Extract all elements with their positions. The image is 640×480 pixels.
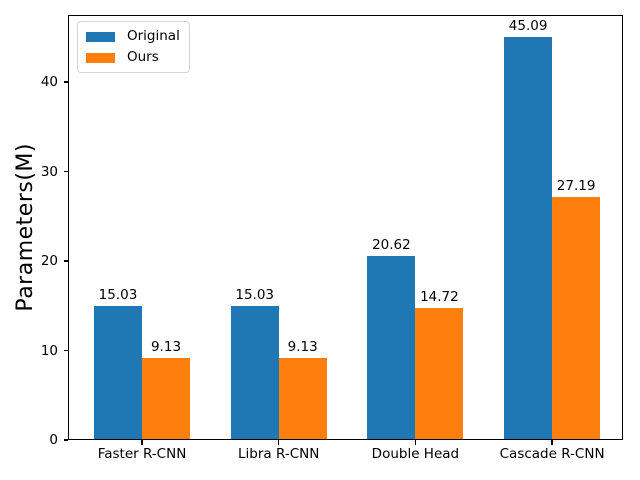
bar-value-label: 15.03 bbox=[98, 286, 138, 303]
bar-ours-libra-r-cnn bbox=[278, 358, 327, 440]
legend-swatch-ours bbox=[86, 52, 115, 63]
bar-original-libra-r-cnn bbox=[230, 305, 279, 440]
y-tick-label: 0 bbox=[49, 432, 58, 448]
legend-item-original: Original bbox=[86, 27, 180, 46]
y-tick-mark bbox=[63, 81, 68, 83]
x-tick-mark bbox=[414, 440, 417, 445]
bar-value-label: 9.13 bbox=[287, 339, 318, 356]
x-tick-label-libra-r-cnn: Libra R-CNN bbox=[238, 446, 320, 462]
y-tick-mark bbox=[63, 170, 68, 173]
bar-original-double-head bbox=[367, 255, 416, 440]
bar-original-faster-r-cnn bbox=[94, 305, 142, 440]
x-tick-mark bbox=[551, 440, 553, 445]
bar-value-label: 14.72 bbox=[420, 289, 459, 306]
y-tick-mark bbox=[63, 349, 68, 352]
bar-ours-double-head bbox=[415, 308, 464, 440]
bar-value-label: 9.13 bbox=[150, 339, 182, 356]
y-tick-mark bbox=[63, 439, 68, 441]
legend: Original Ours bbox=[77, 21, 190, 73]
x-tick-label-double-head: Double Head bbox=[371, 446, 460, 462]
bar-value-label: 27.19 bbox=[556, 177, 596, 194]
bar-value-label: 20.62 bbox=[372, 236, 411, 253]
legend-item-ours: Ours bbox=[86, 48, 180, 67]
y-tick-label: 40 bbox=[40, 74, 58, 91]
bar-value-label: 45.09 bbox=[508, 17, 548, 34]
x-tick-mark bbox=[141, 440, 143, 445]
bar-ours-faster-r-cnn bbox=[142, 358, 190, 440]
bar-ours-cascade-r-cnn bbox=[552, 196, 601, 440]
x-tick-label-faster-r-cnn: Faster R-CNN bbox=[97, 446, 187, 462]
x-tick-label-cascade-r-cnn: Cascade R-CNN bbox=[499, 446, 605, 462]
y-tick-label: 20 bbox=[40, 253, 58, 270]
legend-label: Ours bbox=[127, 49, 159, 65]
y-axis-label: Parameters(M) bbox=[12, 143, 38, 312]
bar-original-cascade-r-cnn bbox=[504, 36, 553, 440]
y-axis-label-wrap: Parameters(M) bbox=[8, 15, 42, 440]
legend-label: Original bbox=[127, 28, 180, 44]
y-tick-label: 10 bbox=[40, 342, 58, 359]
legend-swatch-original bbox=[86, 31, 115, 42]
y-tick-mark bbox=[63, 260, 68, 262]
y-tick-label: 30 bbox=[40, 163, 58, 180]
bar-value-label: 15.03 bbox=[235, 286, 275, 303]
x-tick-mark bbox=[277, 440, 280, 445]
